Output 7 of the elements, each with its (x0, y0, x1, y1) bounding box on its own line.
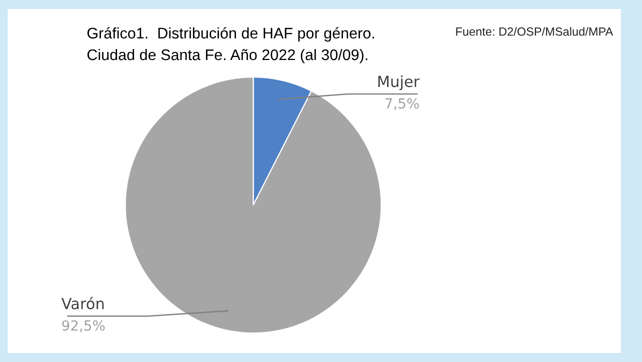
data-label: 92,5% (62, 320, 105, 332)
slice-label: Varón (61, 296, 104, 310)
slice-label: Mujer (378, 75, 420, 90)
data-label: 7,5% (385, 98, 419, 110)
chart-title: Gráfico1. Distribución de HAF por género. (87, 27, 374, 42)
chart-subtitle: Ciudad de Santa Fe. Año 2022 (al 30/09). (87, 48, 368, 64)
source-note: Fuente: D2/OSP/MSalud/MPA (456, 27, 614, 36)
